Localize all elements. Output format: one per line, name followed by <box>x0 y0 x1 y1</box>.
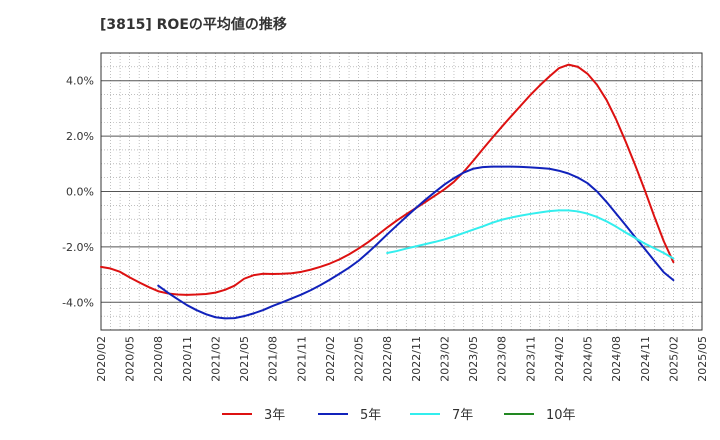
y-tick-label: 4.0% <box>66 75 94 88</box>
x-tick-label: 2024/11 <box>639 336 652 382</box>
x-tick-label: 2023/08 <box>496 336 509 382</box>
y-tick-label: -4.0% <box>62 296 94 309</box>
series-line-1 <box>100 63 675 296</box>
legend-label-4: 10年 <box>546 408 576 423</box>
x-tick-label: 2024/02 <box>553 336 566 382</box>
x-tick-label: 2022/08 <box>381 336 394 382</box>
y-tick-label: 0.0% <box>66 186 94 199</box>
plot-frame <box>100 52 703 331</box>
chart-title: [3815] ROEの平均値の推移 <box>100 17 287 33</box>
x-tick-label: 2021/02 <box>209 336 222 382</box>
x-tick-label: 2021/11 <box>295 336 308 382</box>
x-tick-label: 2025/02 <box>667 336 680 382</box>
x-tick-label: 2022/11 <box>410 336 423 382</box>
series-line-2 <box>157 165 675 320</box>
x-tick-label: 2020/05 <box>124 336 137 382</box>
x-tick-label: 2021/08 <box>267 336 280 382</box>
x-tick-label: 2020/11 <box>181 336 194 382</box>
x-tick-label: 2023/02 <box>438 336 451 382</box>
series-line-3 <box>386 209 675 260</box>
legend-label-1: 3年 <box>264 408 285 423</box>
x-tick-label: 2021/05 <box>238 336 251 382</box>
x-tick-label: 2020/08 <box>152 336 165 382</box>
x-tick-label: 2022/05 <box>353 336 366 382</box>
y-tick-label: 2.0% <box>66 130 94 143</box>
x-tick-label: 2023/11 <box>524 336 537 382</box>
legend-label-3: 7年 <box>452 408 473 423</box>
x-tick-label: 2022/02 <box>324 336 337 382</box>
x-tick-label: 2025/05 <box>696 336 709 382</box>
x-tick-label: 2023/05 <box>467 336 480 382</box>
x-tick-label: 2024/05 <box>582 336 595 382</box>
legend-label-2: 5年 <box>360 408 381 423</box>
x-tick-label: 2020/02 <box>95 336 108 382</box>
y-tick-label: -2.0% <box>62 241 94 254</box>
x-tick-label: 2024/08 <box>610 336 623 382</box>
